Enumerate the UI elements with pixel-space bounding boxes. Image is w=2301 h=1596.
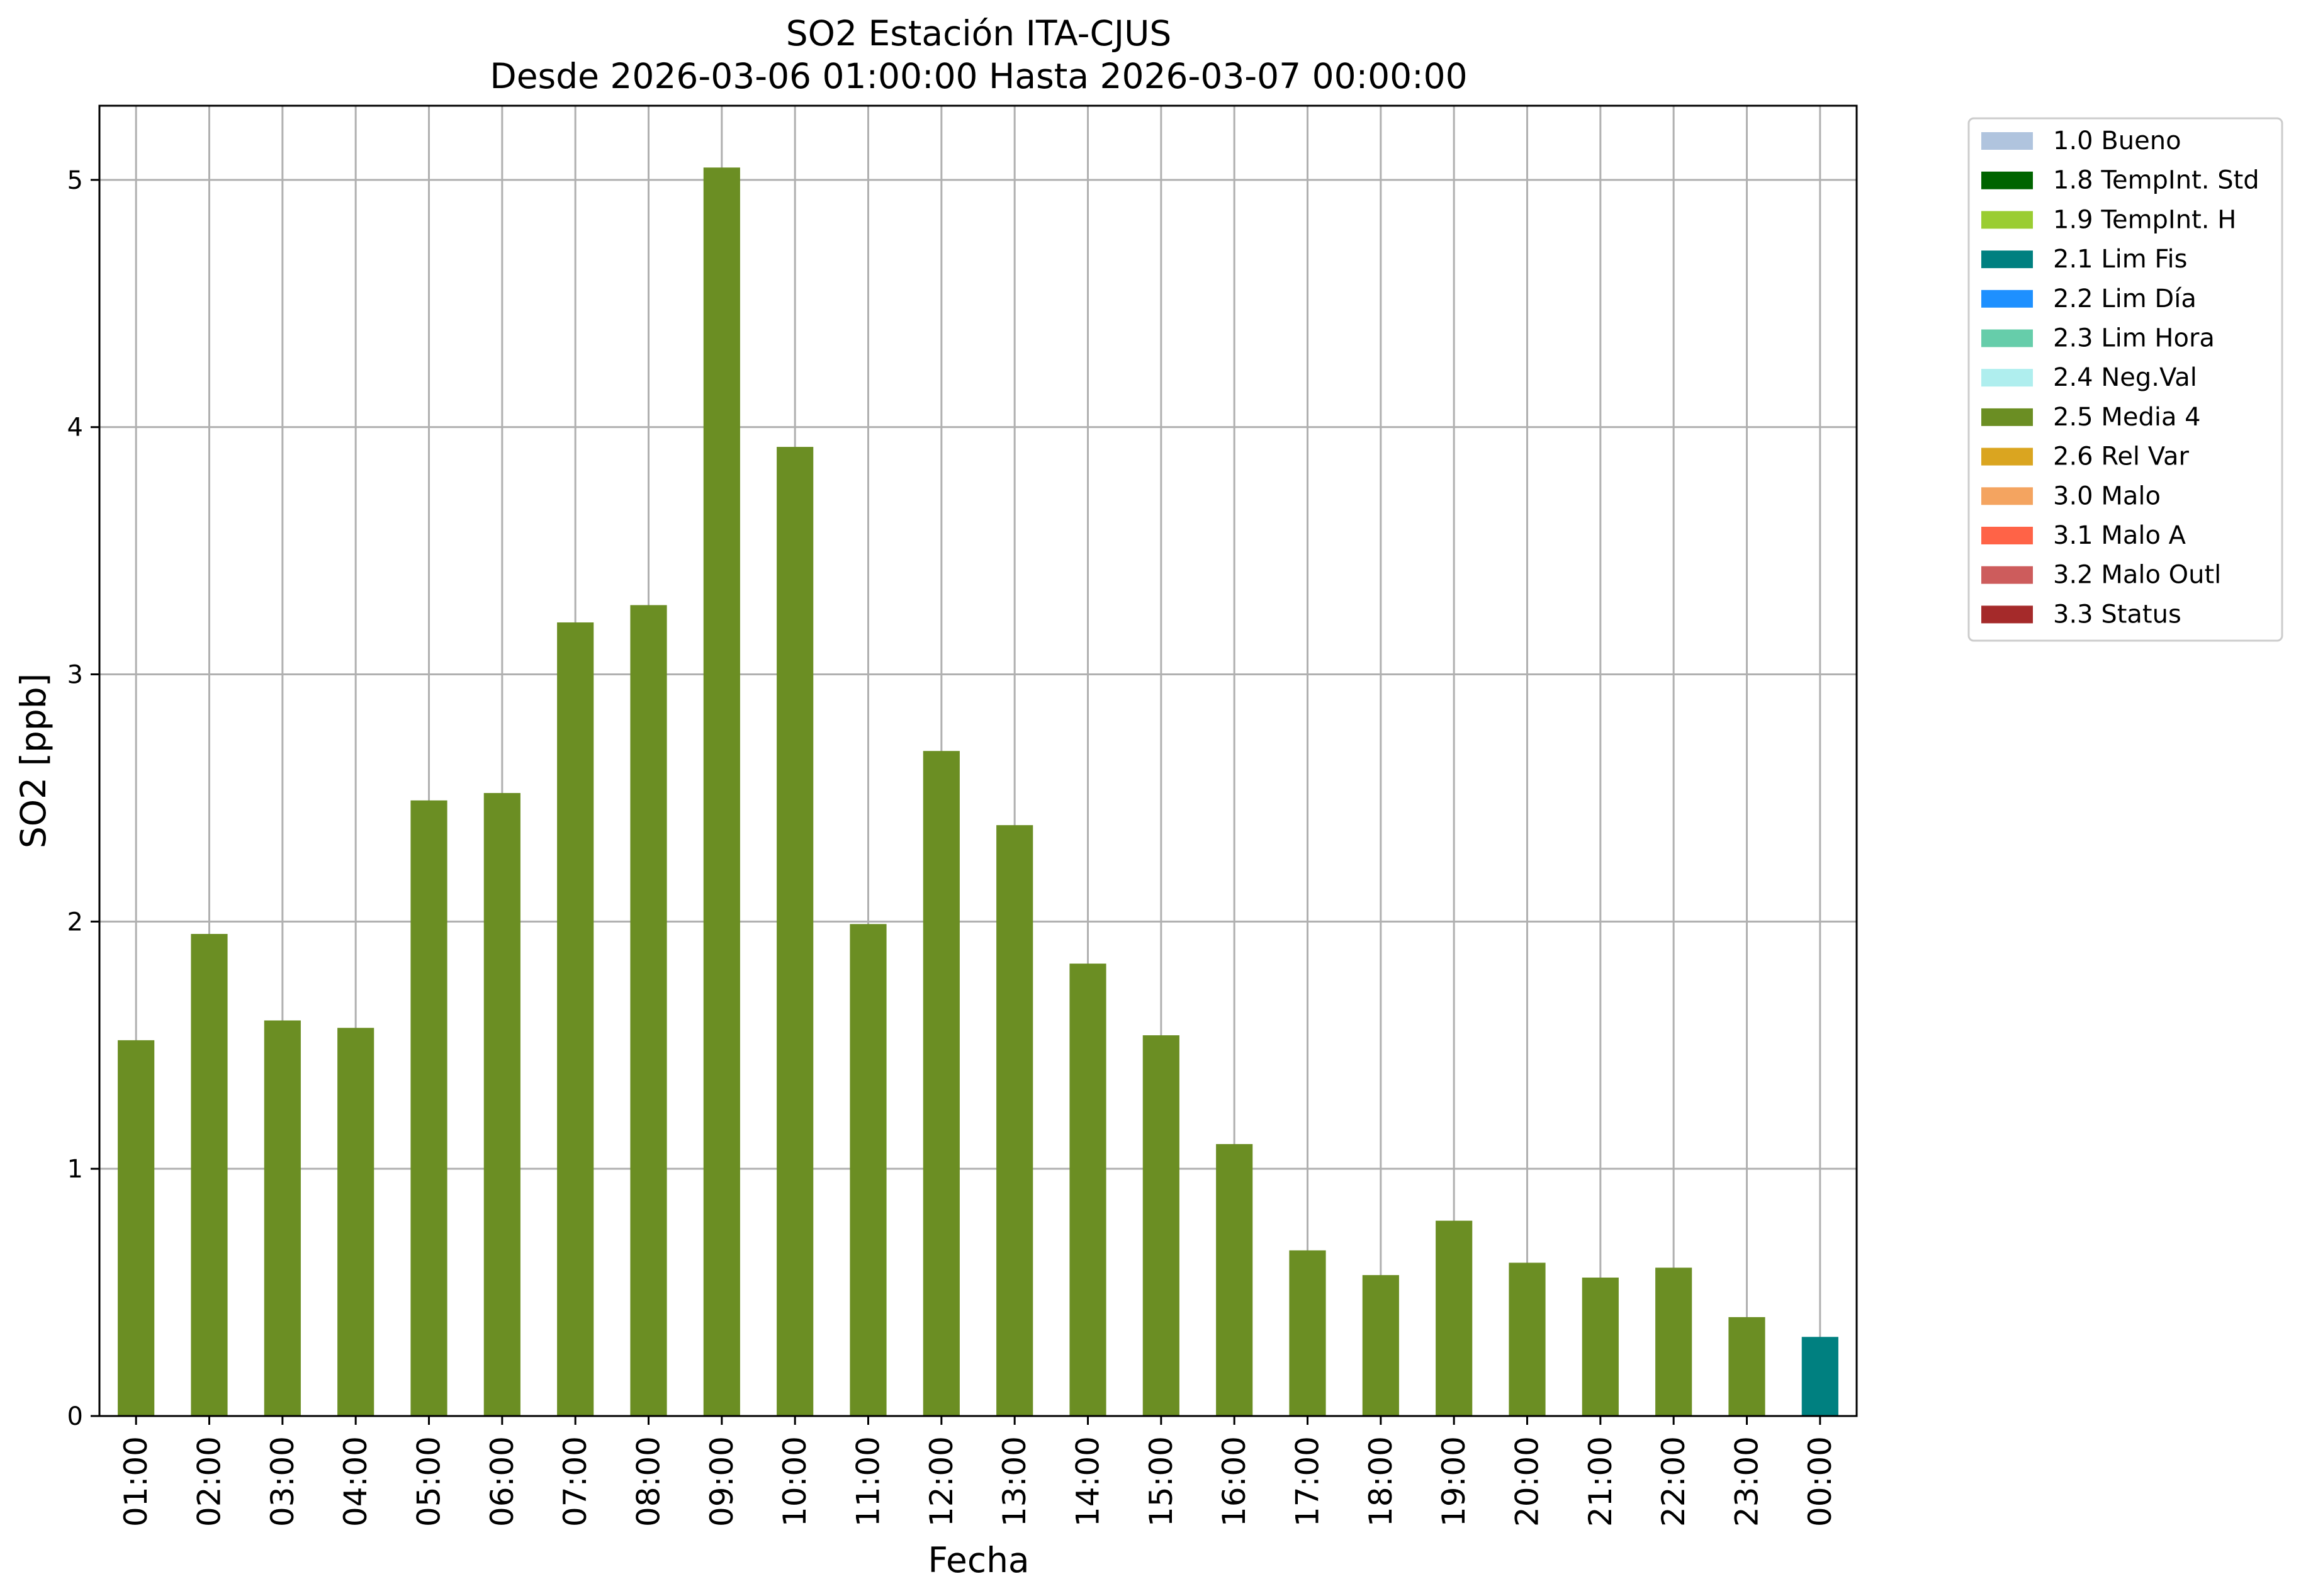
y-tick-label: 5	[67, 166, 83, 195]
legend-label: 2.2 Lim Día	[2053, 284, 2197, 313]
legend-swatch	[1981, 487, 2033, 505]
x-tick-label: 05:00	[411, 1436, 447, 1527]
bar-05:00	[410, 800, 447, 1416]
legend-swatch	[1981, 447, 2033, 466]
x-tick-label: 07:00	[557, 1436, 594, 1527]
x-tick-label: 16:00	[1216, 1436, 1252, 1527]
bar-18:00	[1362, 1275, 1399, 1416]
bar-22:00	[1655, 1267, 1692, 1416]
y-axis-label: SO2 [ppb]	[13, 673, 53, 848]
legend-swatch	[1981, 250, 2033, 269]
legend-swatch	[1981, 369, 2033, 387]
x-tick-label: 22:00	[1655, 1436, 1692, 1527]
legend-label: 3.2 Malo Outl	[2053, 561, 2221, 590]
x-axis-ticks: 01:00 02:00 03:00 04:00 05:00 06:00 07:00 08:00…	[118, 1416, 1838, 1527]
legend-label: 1.9 TempInt. H	[2053, 205, 2236, 234]
bar-16:00	[1216, 1144, 1253, 1416]
x-tick-label: 10:00	[777, 1436, 813, 1527]
x-tick-label: 21:00	[1582, 1436, 1619, 1527]
bar-01:00	[118, 1040, 155, 1416]
x-tick-label: 03:00	[264, 1436, 301, 1527]
bar-09:00	[703, 167, 740, 1417]
legend-label: 1.0 Bueno	[2053, 126, 2181, 155]
legend-label: 2.3 Lim Hora	[2053, 324, 2215, 353]
bar-13:00	[996, 825, 1033, 1416]
bar-08:00	[630, 605, 667, 1416]
legend-label: 2.1 Lim Fis	[2053, 245, 2187, 274]
bar-19:00	[1436, 1220, 1473, 1416]
x-tick-label: 13:00	[996, 1436, 1033, 1527]
legend-box	[1967, 117, 2283, 642]
bar-12:00	[923, 751, 960, 1416]
bar-20:00	[1509, 1262, 1546, 1416]
bar-06:00	[483, 793, 520, 1416]
bar-21:00	[1582, 1278, 1619, 1416]
bars	[118, 167, 1838, 1417]
legend-swatch	[1981, 408, 2033, 426]
x-tick-label: 08:00	[631, 1436, 667, 1527]
legend-swatch	[1981, 211, 2033, 229]
bar-10:00	[777, 447, 814, 1416]
bar-02:00	[191, 933, 228, 1416]
x-tick-label: 20:00	[1509, 1436, 1546, 1527]
y-tick-label: 1	[67, 1155, 83, 1184]
legend-label: 2.5 Media 4	[2053, 403, 2201, 432]
y-tick-label: 0	[67, 1402, 83, 1431]
x-tick-label: 18:00	[1363, 1436, 1399, 1527]
x-tick-label: 01:00	[118, 1436, 154, 1527]
x-tick-label: 11:00	[850, 1436, 887, 1527]
y-axis-ticks: 0 1 2 3 4 5	[67, 166, 99, 1431]
legend-swatch	[1981, 132, 2033, 150]
y-tick-label: 4	[67, 413, 83, 442]
x-tick-label: 23:00	[1729, 1436, 1765, 1527]
x-tick-label: 02:00	[191, 1436, 228, 1527]
chart-subtitle: Desde 2026-03-06 01:00:00 Hasta 2026-03-…	[490, 56, 1467, 96]
legend-swatch	[1981, 289, 2033, 308]
x-tick-label: 04:00	[337, 1436, 374, 1527]
legend-label: 3.1 Malo A	[2053, 521, 2186, 550]
x-tick-label: 00:00	[1802, 1436, 1838, 1527]
y-tick-label: 2	[67, 908, 83, 936]
x-tick-label: 15:00	[1143, 1436, 1179, 1527]
x-tick-label: 12:00	[923, 1436, 960, 1527]
legend-swatch	[1981, 605, 2033, 624]
bar-04:00	[337, 1028, 374, 1416]
legend-swatch	[1981, 527, 2033, 544]
bar-00:00	[1801, 1337, 1838, 1416]
legend-label: 3.3 Status	[2053, 600, 2181, 629]
x-tick-label: 17:00	[1290, 1436, 1326, 1527]
legend-swatch	[1981, 566, 2033, 584]
legend-swatch	[1981, 329, 2033, 347]
chart-title: SO2 Estación ITA-CJUS	[786, 13, 1171, 53]
y-tick-label: 3	[67, 661, 83, 690]
x-tick-label: 09:00	[704, 1436, 740, 1527]
bar-15:00	[1142, 1035, 1179, 1416]
plot-frame	[98, 104, 1858, 1417]
legend: 1.0 Bueno 1.8 TempInt. Std 1.9 TempInt. H 2…	[1967, 117, 2283, 642]
bar-11:00	[850, 924, 887, 1416]
x-axis-label: Fecha	[928, 1540, 1029, 1580]
x-tick-label: 06:00	[484, 1436, 520, 1527]
legend-swatch	[1981, 171, 2033, 189]
legend-label: 3.0 Malo	[2053, 481, 2161, 510]
x-tick-label: 14:00	[1070, 1436, 1106, 1527]
bar-23:00	[1728, 1317, 1765, 1416]
legend-label: 2.4 Neg.Val	[2053, 363, 2197, 392]
x-tick-label: 19:00	[1436, 1436, 1472, 1527]
bar-14:00	[1069, 964, 1106, 1416]
legend-label: 2.6 Rel Var	[2053, 442, 2190, 471]
bar-07:00	[557, 622, 594, 1416]
bar-17:00	[1289, 1250, 1326, 1416]
bar-03:00	[264, 1020, 301, 1416]
legend-label: 1.8 TempInt. Std	[2053, 166, 2259, 195]
